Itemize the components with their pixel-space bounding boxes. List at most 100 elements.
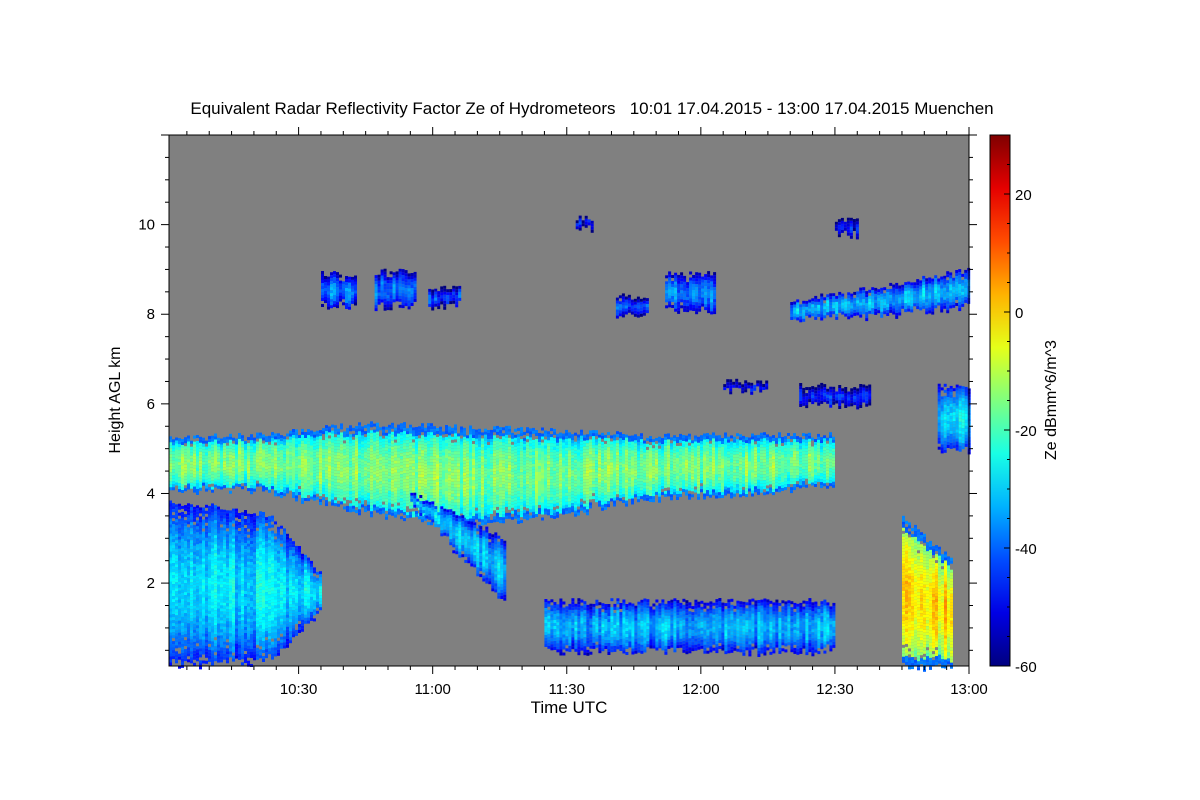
echo-cell bbox=[793, 454, 796, 458]
echo-cell bbox=[208, 454, 211, 458]
echo-cell bbox=[454, 475, 457, 479]
echo-cell bbox=[280, 474, 283, 478]
echo-cell bbox=[403, 422, 406, 426]
echo-cell bbox=[430, 453, 433, 457]
echo-cell bbox=[391, 452, 394, 456]
echo-cell bbox=[652, 475, 655, 479]
echo-cell bbox=[748, 443, 751, 447]
echo-cell bbox=[328, 450, 331, 454]
echo-cell bbox=[355, 480, 358, 484]
echo-cell bbox=[388, 511, 391, 515]
echo-cell bbox=[346, 439, 349, 443]
echo-cell bbox=[502, 439, 505, 443]
echo-cell bbox=[760, 453, 763, 457]
echo-cell bbox=[736, 490, 739, 494]
echo-cell bbox=[286, 442, 289, 446]
echo-cell bbox=[739, 488, 742, 492]
echo-cell bbox=[358, 488, 361, 492]
echo-cell bbox=[391, 464, 394, 468]
echo-cell bbox=[505, 461, 508, 465]
echo-cell bbox=[664, 451, 667, 455]
echo-cell bbox=[550, 458, 553, 462]
echo-cell bbox=[346, 436, 349, 440]
echo-cell bbox=[259, 438, 262, 442]
echo-cell bbox=[610, 453, 613, 457]
echo-cell bbox=[553, 482, 556, 486]
echo-cell bbox=[763, 471, 766, 475]
echo-cell bbox=[424, 478, 427, 482]
echo-cell bbox=[256, 471, 259, 475]
echo-cell bbox=[625, 455, 628, 459]
echo-cell bbox=[424, 466, 427, 470]
echo-cell bbox=[583, 488, 586, 492]
echo-cell bbox=[562, 475, 565, 479]
echo-cell bbox=[763, 432, 766, 436]
echo-cell bbox=[463, 445, 466, 449]
echo-cell bbox=[253, 476, 256, 480]
echo-cell bbox=[568, 477, 571, 481]
echo-cell bbox=[364, 437, 367, 441]
echo-cell bbox=[400, 450, 403, 454]
echo-cell bbox=[340, 474, 343, 478]
echo-cell bbox=[328, 468, 331, 472]
echo-cell bbox=[568, 456, 571, 460]
echo-cell bbox=[655, 461, 658, 465]
echo-cell bbox=[370, 454, 373, 458]
echo-cell bbox=[382, 471, 385, 475]
echo-cell bbox=[262, 452, 265, 456]
echo-cell bbox=[238, 463, 241, 466]
echo-cell bbox=[448, 471, 451, 475]
echo-cell bbox=[508, 437, 511, 441]
echo-cell bbox=[775, 467, 778, 471]
echo-cell bbox=[616, 491, 619, 495]
echo-cell bbox=[712, 444, 715, 448]
echo-cell bbox=[427, 429, 430, 433]
echo-cell bbox=[751, 475, 754, 479]
echo-cell bbox=[703, 436, 706, 440]
echo-cell bbox=[547, 473, 550, 477]
echo-cell bbox=[745, 494, 748, 498]
echo-cell bbox=[424, 484, 427, 488]
echo-cell bbox=[445, 470, 448, 473]
echo-cell bbox=[514, 458, 517, 462]
echo-cell bbox=[403, 455, 406, 459]
echo-cell bbox=[748, 488, 751, 492]
echo-cell bbox=[676, 461, 679, 464]
echo-cell bbox=[340, 492, 343, 496]
echo-cell bbox=[463, 457, 466, 461]
echo-cell bbox=[634, 479, 637, 483]
echo-cell bbox=[172, 448, 175, 452]
echo-cell bbox=[388, 496, 391, 500]
echo-cell bbox=[262, 476, 265, 480]
echo-cell bbox=[196, 444, 199, 447]
echo-cell bbox=[733, 460, 736, 464]
echo-cell bbox=[589, 433, 592, 437]
echo-cell bbox=[697, 493, 700, 497]
echo-cell bbox=[184, 461, 187, 465]
echo-cell bbox=[808, 453, 811, 457]
echo-cell bbox=[778, 483, 781, 487]
echo-cell bbox=[673, 450, 676, 454]
echo-cell bbox=[751, 469, 754, 473]
echo-cell bbox=[547, 497, 550, 501]
echo-cell bbox=[595, 481, 598, 485]
echo-cell bbox=[367, 492, 370, 496]
echo-cell bbox=[493, 450, 496, 454]
echo-cell bbox=[619, 468, 622, 472]
echo-cell bbox=[250, 470, 253, 474]
echo-cell bbox=[394, 472, 397, 476]
echo-cell bbox=[589, 472, 592, 476]
echo-cell bbox=[763, 450, 766, 454]
echo-cell bbox=[337, 446, 340, 450]
echo-cell bbox=[532, 475, 535, 479]
echo-cell bbox=[658, 487, 661, 491]
echo-cell bbox=[508, 515, 511, 519]
echo-cell bbox=[697, 457, 700, 461]
echo-cell bbox=[736, 451, 739, 455]
echo-cell bbox=[532, 439, 535, 443]
echo-cell bbox=[532, 457, 535, 461]
echo-cell bbox=[754, 459, 757, 463]
echo-cell bbox=[367, 465, 370, 469]
echo-cell bbox=[610, 483, 613, 487]
echo-cell bbox=[391, 446, 394, 450]
